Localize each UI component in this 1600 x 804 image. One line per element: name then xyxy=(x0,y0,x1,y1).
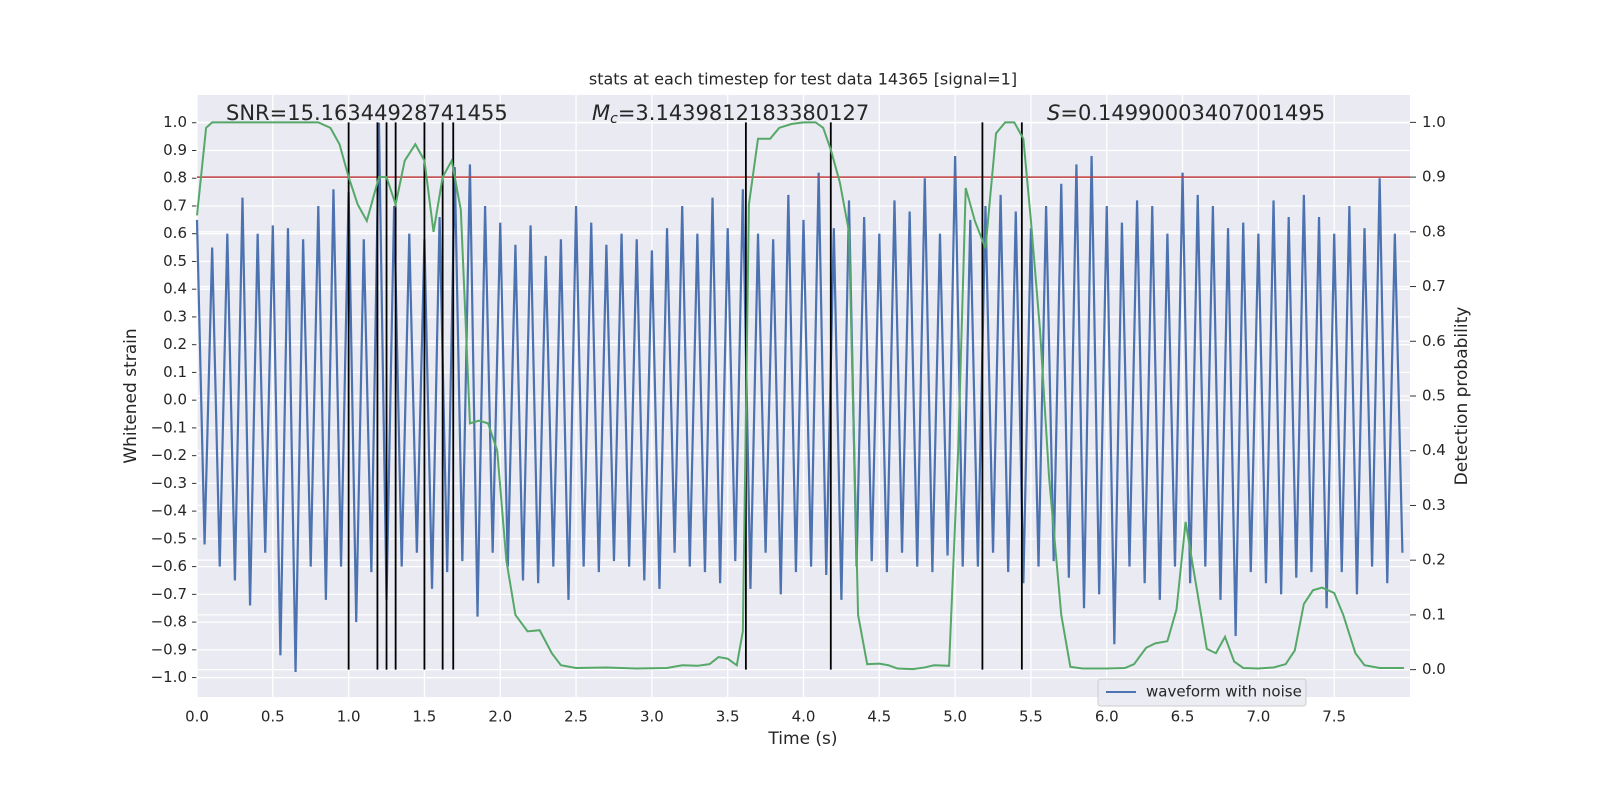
y2-tick-label: 0.9 xyxy=(1422,168,1446,186)
annotation-symbol: SNR xyxy=(226,101,270,125)
chart-title: stats at each timestep for test data 143… xyxy=(589,70,1017,89)
y-tick-label: 0.4 xyxy=(163,280,187,298)
waveform-line xyxy=(195,122,1404,673)
annotation: Mc=3.1439812183380127 xyxy=(592,101,869,127)
y-tick-label: 0.7 xyxy=(163,196,187,214)
y-tick-label: −0.1 xyxy=(151,418,187,436)
y-tick-label: −0.8 xyxy=(151,613,187,631)
annotation: SNR=15.16344928741455 xyxy=(226,101,508,125)
x-tick-label: 6.5 xyxy=(1171,708,1195,726)
x-tick-label: 3.5 xyxy=(716,708,740,726)
x-tick-label: 6.0 xyxy=(1095,708,1119,726)
x-tick-label: 4.5 xyxy=(867,708,891,726)
x-tick-label: 7.0 xyxy=(1246,708,1270,726)
legend-box xyxy=(1097,678,1307,707)
y-tick-label: 0.8 xyxy=(163,169,187,187)
y2-tick-label: 0.6 xyxy=(1422,332,1446,350)
y-tick-label: −0.9 xyxy=(151,640,187,658)
annotation-subscript: c xyxy=(610,111,618,127)
y2-axis-label: Detection probability xyxy=(1452,307,1472,486)
legend-label: waveform with noise xyxy=(1146,683,1302,701)
x-tick-label: 0.0 xyxy=(185,708,209,726)
x-tick-label: 5.0 xyxy=(943,708,967,726)
y2-tick-label: 0.4 xyxy=(1422,441,1446,459)
annotation-text: =0.14990003407001495 xyxy=(1060,101,1325,125)
y2-tick-label: 0.0 xyxy=(1422,660,1446,678)
x-tick-label: 0.5 xyxy=(261,708,285,726)
y-tick-label: 0.3 xyxy=(163,307,187,325)
y2-tick-label: 0.5 xyxy=(1422,387,1446,405)
annotation-text: =15.16344928741455 xyxy=(270,101,508,125)
x-tick-label: 5.5 xyxy=(1019,708,1043,726)
probability-line xyxy=(196,121,1404,671)
x-tick-label: 2.5 xyxy=(564,708,588,726)
y-tick-label: 0.2 xyxy=(163,335,187,353)
y-tick-label: −0.7 xyxy=(151,585,187,603)
annotation-symbol: S xyxy=(1047,101,1060,125)
annotation-symbol: M xyxy=(592,101,610,125)
y-tick-label: −0.2 xyxy=(151,446,187,464)
y-tick-label: −1.0 xyxy=(151,668,187,686)
x-tick-label: 1.0 xyxy=(337,708,361,726)
y-tick-label: 0.1 xyxy=(163,363,187,381)
y2-tick-label: 0.3 xyxy=(1422,496,1446,514)
y-tick-label: −0.5 xyxy=(151,529,187,547)
y-tick-label: −0.3 xyxy=(151,474,187,492)
y-tick-label: 0.6 xyxy=(163,224,187,242)
annotation: S=0.14990003407001495 xyxy=(1047,101,1325,125)
y2-tick-label: 0.2 xyxy=(1422,551,1446,569)
y-tick-label: 0.5 xyxy=(163,252,187,270)
x-tick-label: 7.5 xyxy=(1322,708,1346,726)
annotation-text: =3.1439812183380127 xyxy=(618,101,869,125)
y-tick-label: 1.0 xyxy=(163,113,187,131)
x-tick-label: 4.0 xyxy=(792,708,816,726)
y-tick-label: 0.9 xyxy=(163,141,187,159)
y-tick-label: −0.6 xyxy=(151,557,187,575)
y-tick-label: −0.4 xyxy=(151,502,187,520)
x-tick-label: 3.0 xyxy=(640,708,664,726)
x-axis-label: Time (s) xyxy=(767,729,837,749)
y2-tick-label: 0.8 xyxy=(1422,222,1446,240)
y-tick-label: 0.0 xyxy=(163,391,187,409)
y2-tick-label: 1.0 xyxy=(1422,113,1446,131)
y2-tick-label: 0.7 xyxy=(1422,277,1446,295)
y-axis-label: Whitened strain xyxy=(121,328,141,463)
x-tick-label: 2.0 xyxy=(488,708,512,726)
x-tick-label: 1.5 xyxy=(413,708,437,726)
y2-tick-label: 0.1 xyxy=(1422,605,1446,623)
